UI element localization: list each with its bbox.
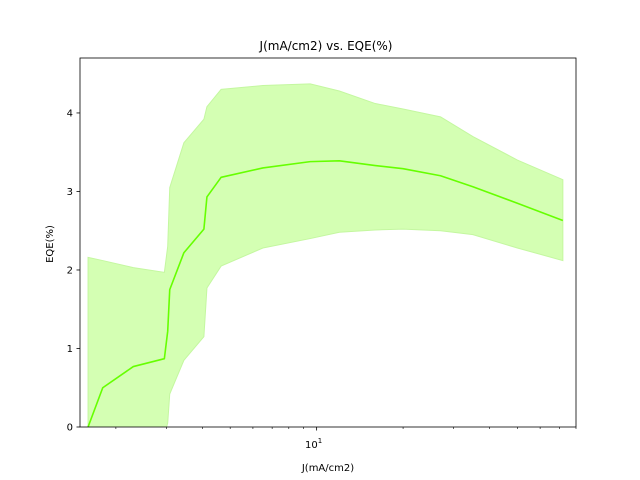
x-tick-exponent: 1 bbox=[318, 437, 322, 445]
y-tick-label: 2 bbox=[67, 265, 73, 276]
y-axis-label: EQE(%) bbox=[45, 225, 56, 263]
y-tick-label: 1 bbox=[67, 344, 73, 355]
x-axis-label: J(mA/cm2) bbox=[301, 463, 354, 474]
plot-area bbox=[87, 83, 564, 427]
axes: 0 1 2 3 4 101 bbox=[67, 57, 577, 451]
chart-title: J(mA/cm2) vs. EQE(%) bbox=[259, 39, 393, 53]
axes-frame bbox=[79, 57, 577, 428]
y-tick-label: 3 bbox=[67, 187, 73, 198]
mean-line bbox=[87, 160, 564, 427]
y-tick-label: 0 bbox=[67, 423, 73, 434]
y-tick-label: 4 bbox=[67, 108, 73, 119]
confidence-band bbox=[87, 83, 564, 427]
x-tick-label: 101 bbox=[305, 437, 322, 451]
